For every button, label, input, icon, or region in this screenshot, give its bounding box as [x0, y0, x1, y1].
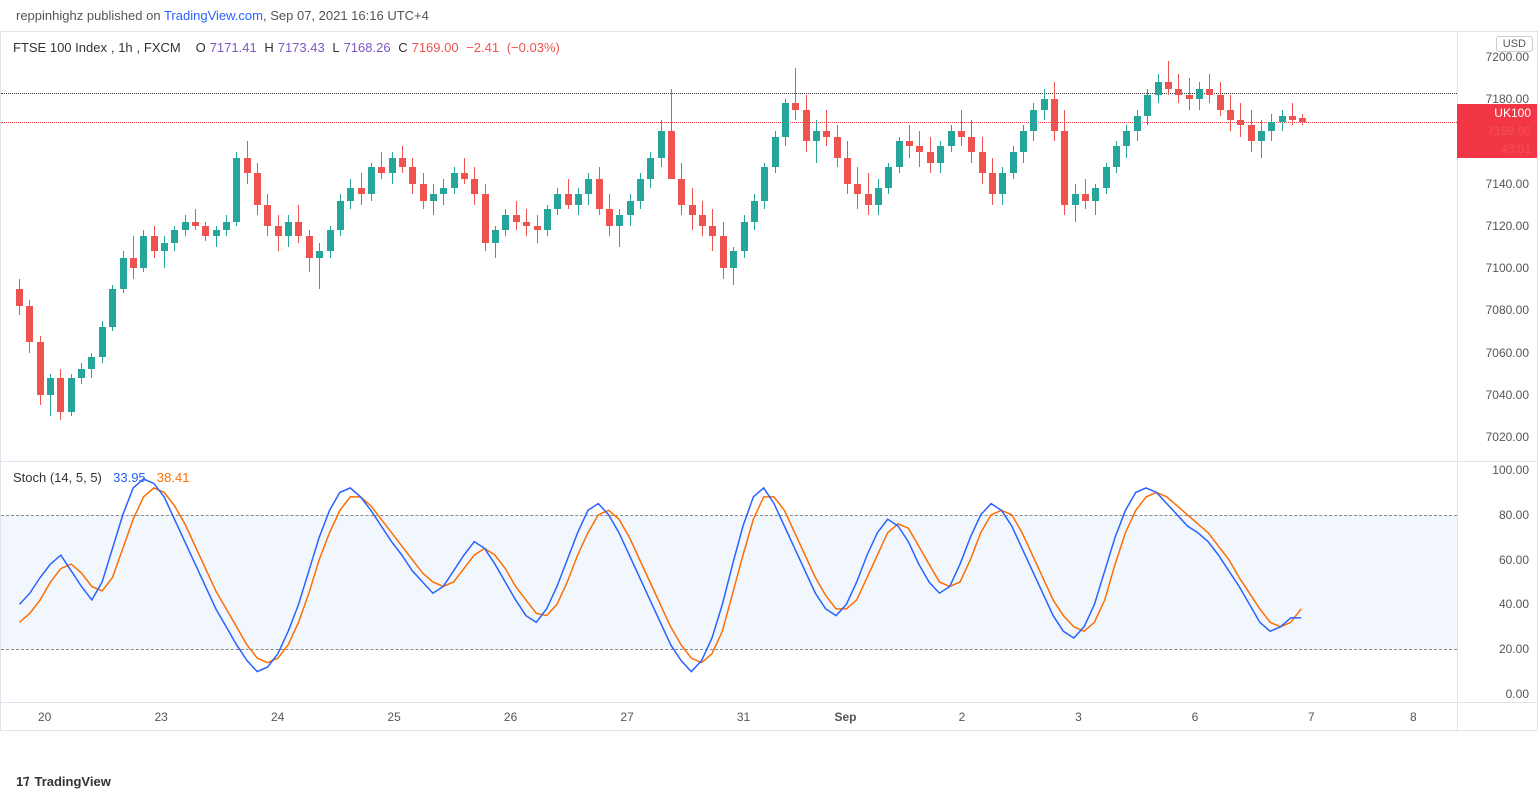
- o-label: O: [196, 40, 206, 55]
- time-tick: Sep: [834, 710, 856, 724]
- last-price-label: 7169.00: [1457, 122, 1537, 140]
- stoch-y-tick: 60.00: [1499, 553, 1529, 567]
- stoch-y-tick: 20.00: [1499, 642, 1529, 656]
- stoch-k-value: 33.95: [113, 470, 146, 485]
- time-axis-spacer: [1457, 703, 1537, 732]
- time-tick: 31: [737, 710, 750, 724]
- time-tick: 2: [959, 710, 966, 724]
- stochastic-chart[interactable]: Stoch (14, 5, 5) 33.95 38.41 0.00 20.00 40…: [1, 462, 1537, 702]
- high-value: 7173.43: [278, 40, 325, 55]
- time-tick: 7: [1308, 710, 1315, 724]
- open-value: 7171.41: [210, 40, 257, 55]
- tradingview-logo-icon: 17: [16, 774, 30, 789]
- chart-container: USD FTSE 100 Index, 1h, FXCM O7171.41 H7…: [0, 31, 1538, 731]
- publish-header: reppinhighz published on TradingView.com…: [0, 0, 1538, 31]
- y-tick: 7100.00: [1486, 261, 1529, 275]
- y-tick: 7200.00: [1486, 50, 1529, 64]
- countdown-label: 43:01: [1457, 140, 1537, 158]
- site-link[interactable]: TradingView.com: [164, 8, 263, 23]
- time-tick: 8: [1410, 710, 1417, 724]
- interval: 1h: [118, 40, 132, 55]
- main-y-axis[interactable]: 7020.00 7040.00 7060.00 7080.00 7100.00 7120.…: [1457, 32, 1537, 461]
- footer: 17 TradingView: [16, 774, 111, 789]
- main-price-chart[interactable]: USD FTSE 100 Index, 1h, FXCM O7171.41 H7…: [1, 32, 1537, 462]
- published-word: published on: [87, 8, 161, 23]
- currency-badge: USD: [1496, 36, 1533, 52]
- stoch-label: Stoch (14, 5, 5): [13, 470, 102, 485]
- y-tick: 7120.00: [1486, 219, 1529, 233]
- time-axis[interactable]: 20232425262731Sep23678: [1, 702, 1537, 732]
- stoch-lines: [1, 462, 1457, 702]
- time-tick: 26: [504, 710, 517, 724]
- change-pct: (−0.03%): [507, 40, 560, 55]
- y-tick: 7080.00: [1486, 303, 1529, 317]
- low-value: 7168.26: [344, 40, 391, 55]
- c-label: C: [398, 40, 407, 55]
- publish-date: Sep 07, 2021 16:16 UTC+4: [270, 8, 429, 23]
- stoch-legend: Stoch (14, 5, 5) 33.95 38.41: [13, 470, 193, 485]
- time-tick: 6: [1192, 710, 1199, 724]
- stoch-y-axis[interactable]: 0.00 20.00 40.00 60.00 80.00 100.00: [1457, 462, 1537, 702]
- stoch-y-tick: 80.00: [1499, 508, 1529, 522]
- brand-name: TradingView: [34, 774, 110, 789]
- y-tick: 7040.00: [1486, 388, 1529, 402]
- symbol-price-label: UK100: [1457, 104, 1537, 122]
- stoch-y-tick: 40.00: [1499, 597, 1529, 611]
- time-tick: 20: [38, 710, 51, 724]
- time-tick: 27: [620, 710, 633, 724]
- time-tick: 3: [1075, 710, 1082, 724]
- change-value: −2.41: [466, 40, 499, 55]
- publisher: reppinhighz: [16, 8, 83, 23]
- close-value: 7169.00: [412, 40, 459, 55]
- y-tick: 7060.00: [1486, 346, 1529, 360]
- stoch-y-tick: 100.00: [1492, 463, 1529, 477]
- l-label: L: [332, 40, 339, 55]
- main-chart-area[interactable]: [1, 32, 1457, 461]
- stoch-y-tick: 0.00: [1506, 687, 1529, 701]
- time-labels: 20232425262731Sep23678: [1, 703, 1457, 732]
- symbol-name: FTSE 100 Index: [13, 40, 107, 55]
- time-tick: 23: [154, 710, 167, 724]
- time-tick: 24: [271, 710, 284, 724]
- h-label: H: [264, 40, 273, 55]
- y-tick: 7140.00: [1486, 177, 1529, 191]
- y-tick: 7020.00: [1486, 430, 1529, 444]
- stoch-d-value: 38.41: [157, 470, 190, 485]
- time-tick: 25: [387, 710, 400, 724]
- stoch-chart-area[interactable]: [1, 462, 1457, 702]
- main-legend: FTSE 100 Index, 1h, FXCM O7171.41 H7173.…: [13, 40, 564, 55]
- exchange: FXCM: [144, 40, 181, 55]
- resistance-line: [1, 93, 1457, 94]
